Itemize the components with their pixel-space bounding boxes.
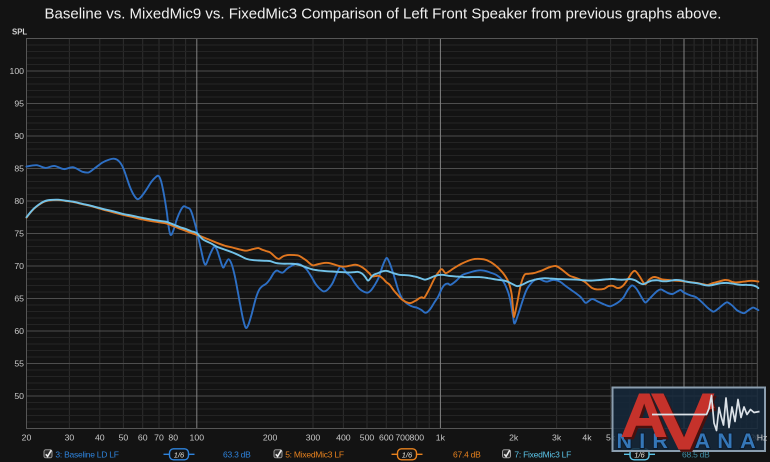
svg-text:95: 95 <box>14 99 24 109</box>
svg-text:60: 60 <box>14 326 24 336</box>
svg-text:65: 65 <box>14 294 24 304</box>
svg-text:1/6: 1/6 <box>634 451 645 460</box>
svg-text:400: 400 <box>336 433 351 443</box>
svg-text:1k: 1k <box>436 433 446 443</box>
svg-text:63.3 dB: 63.3 dB <box>223 449 251 459</box>
svg-text:1/6: 1/6 <box>174 451 185 460</box>
svg-text:30: 30 <box>65 433 75 443</box>
svg-text:2k: 2k <box>509 433 519 443</box>
svg-text:70: 70 <box>14 261 24 271</box>
svg-text:100: 100 <box>10 66 25 76</box>
svg-text:50: 50 <box>119 433 129 443</box>
svg-text:55: 55 <box>14 359 24 369</box>
svg-text:85: 85 <box>14 164 24 174</box>
svg-text:50: 50 <box>14 391 24 401</box>
svg-text:800: 800 <box>410 433 425 443</box>
svg-text:100: 100 <box>190 433 205 443</box>
svg-text:7: FixedMic3 LF: 7: FixedMic3 LF <box>514 449 571 459</box>
svg-text:1/6: 1/6 <box>402 451 413 460</box>
svg-text:60: 60 <box>138 433 148 443</box>
svg-text:5k: 5k <box>606 433 616 443</box>
svg-text:Hz: Hz <box>757 433 768 443</box>
svg-text:Baseline vs. MixedMic9 vs. Fix: Baseline vs. MixedMic9 vs. FixedMic3 Com… <box>45 6 722 23</box>
svg-text:500: 500 <box>360 433 375 443</box>
svg-text:700: 700 <box>395 433 410 443</box>
svg-text:80: 80 <box>14 196 24 206</box>
svg-text:70: 70 <box>154 433 164 443</box>
svg-text:600: 600 <box>379 433 394 443</box>
svg-text:67.4 dB: 67.4 dB <box>453 449 481 459</box>
svg-text:3: Baseline LD LF: 3: Baseline LD LF <box>55 449 118 459</box>
svg-text:40: 40 <box>95 433 105 443</box>
svg-text:68.5 dB: 68.5 dB <box>682 449 710 459</box>
svg-text:80: 80 <box>168 433 178 443</box>
svg-text:90: 90 <box>14 131 24 141</box>
svg-text:3k: 3k <box>552 433 562 443</box>
svg-text:4k: 4k <box>582 433 592 443</box>
svg-text:5: MixedMic3 LF: 5: MixedMic3 LF <box>285 449 344 459</box>
svg-text:75: 75 <box>14 229 24 239</box>
svg-text:20: 20 <box>22 433 32 443</box>
svg-text:200: 200 <box>263 433 278 443</box>
svg-text:SPL: SPL <box>12 28 27 37</box>
svg-text:300: 300 <box>306 433 321 443</box>
